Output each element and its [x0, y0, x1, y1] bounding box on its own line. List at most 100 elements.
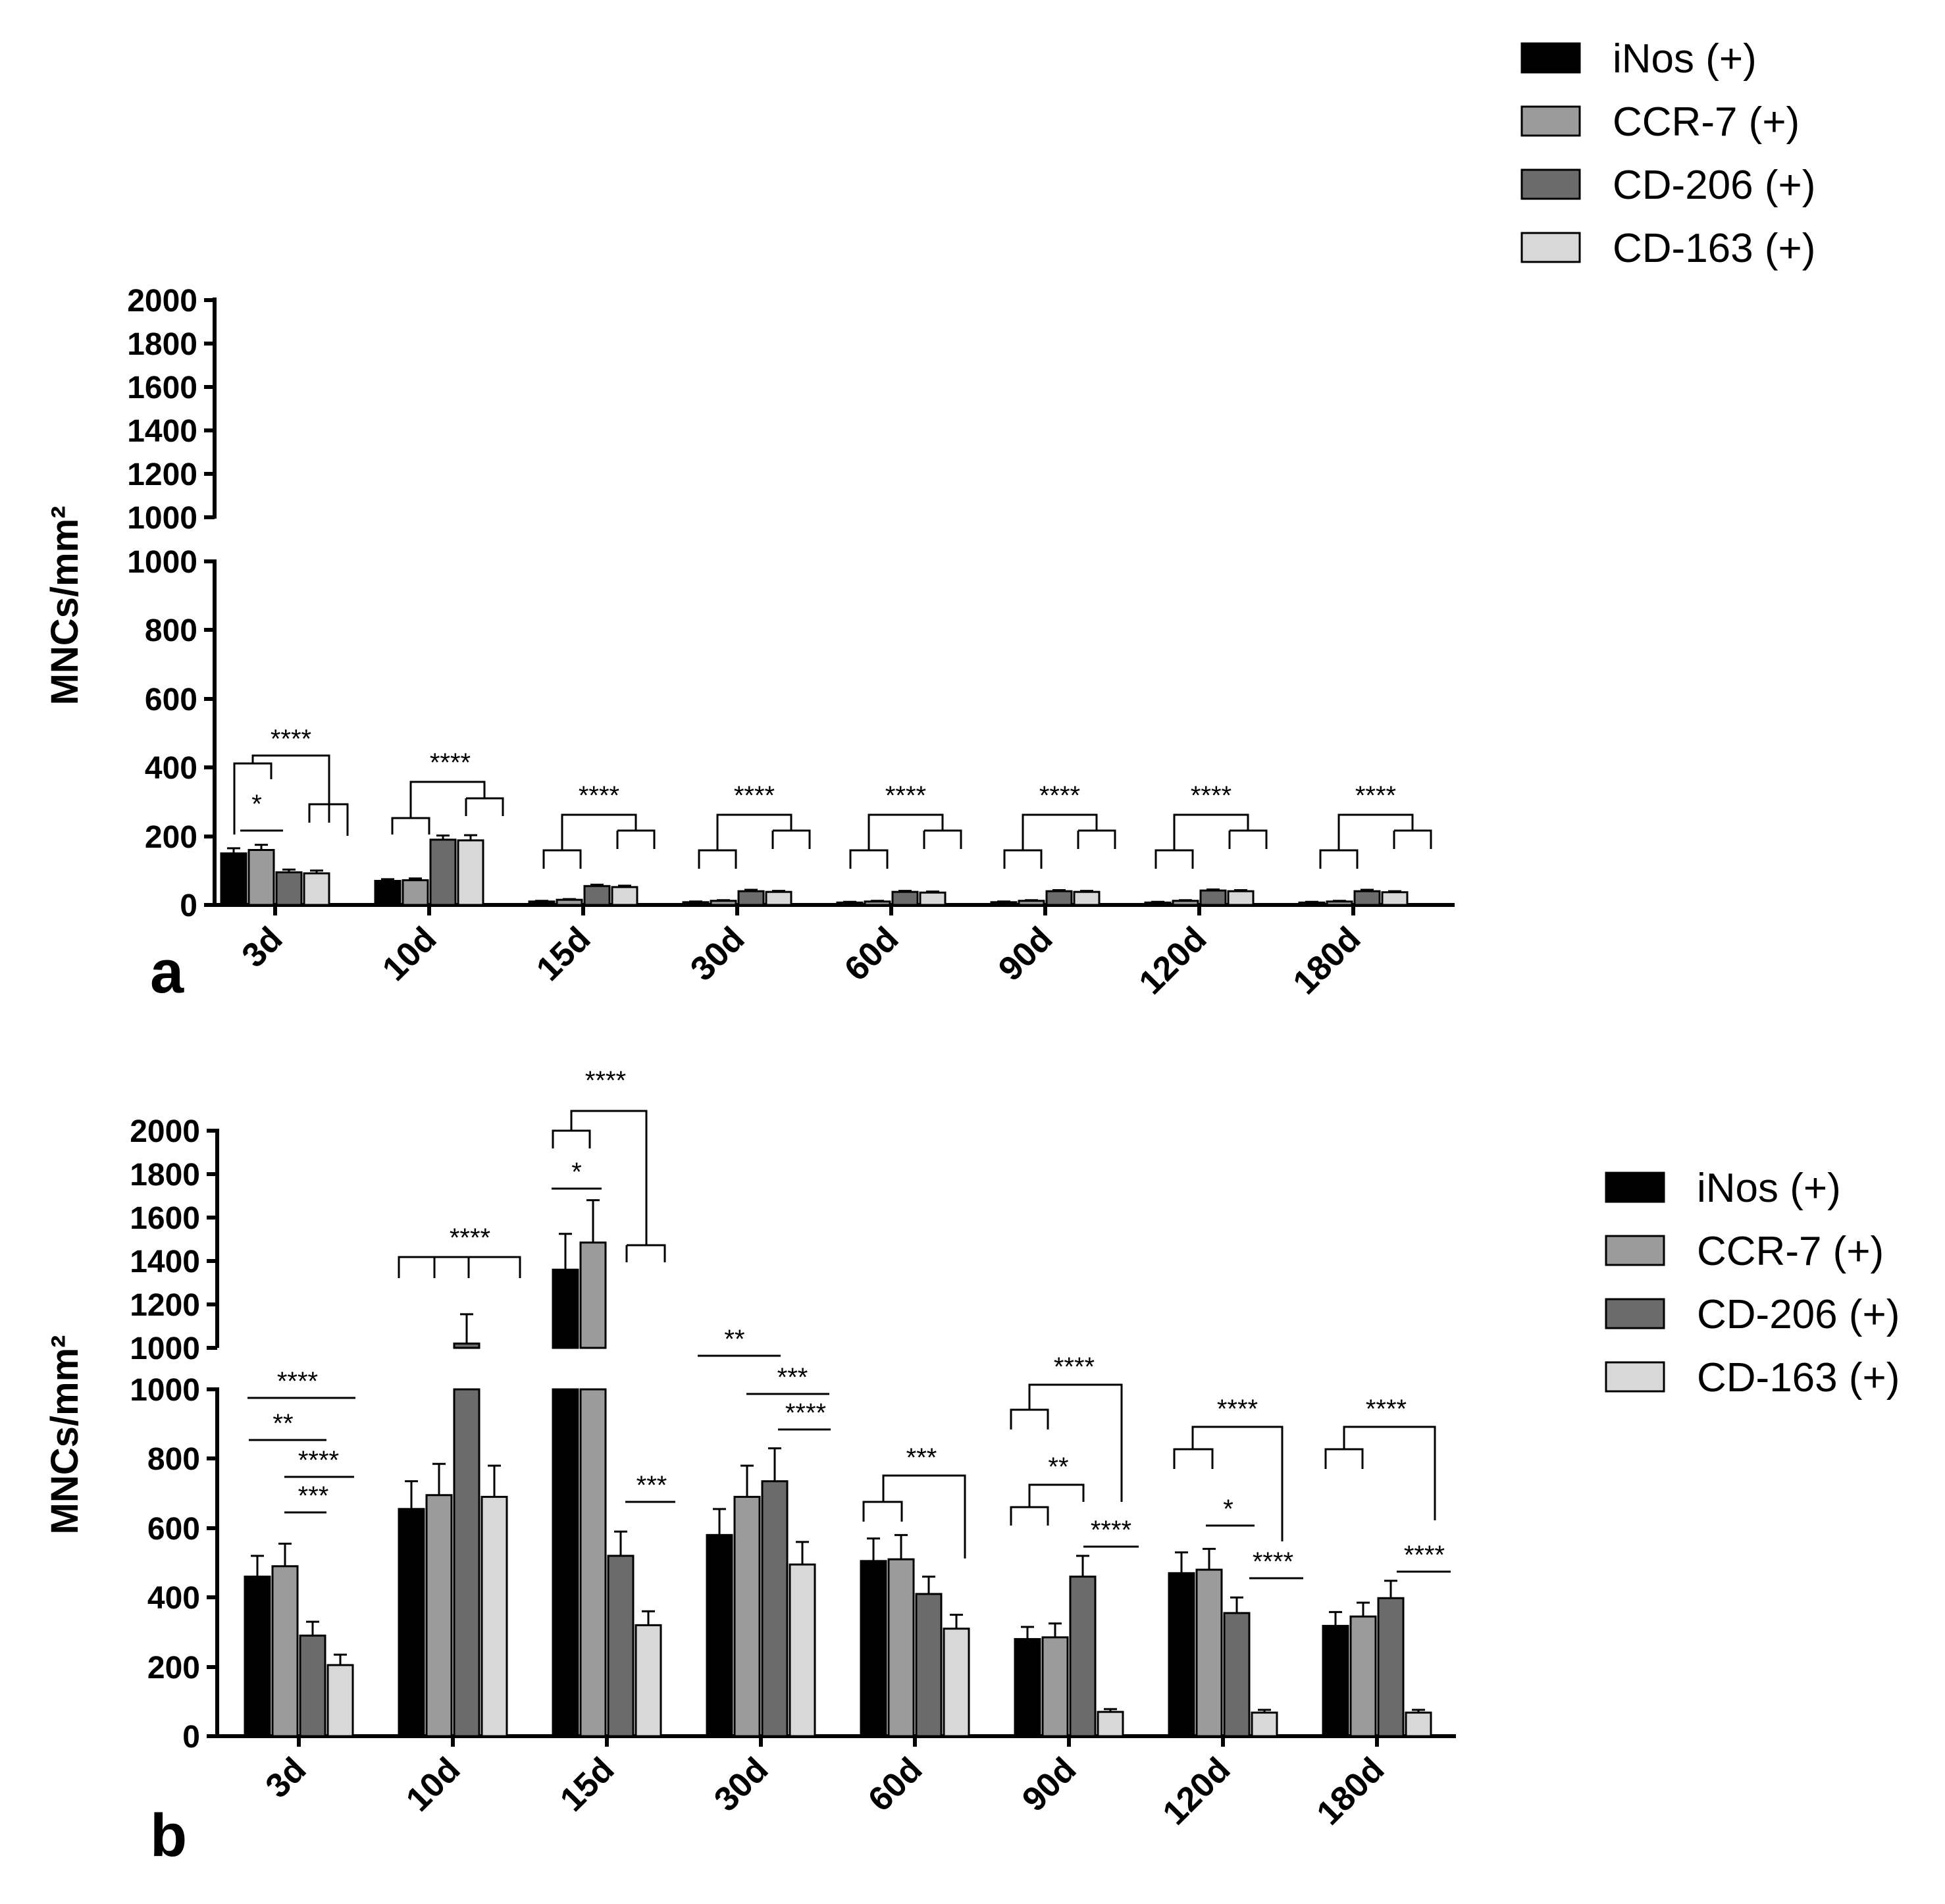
legend-b-label-inos: iNos (+) [1697, 1166, 1841, 1211]
errorbar-a-90d-cd163 [1080, 890, 1093, 892]
a-sig-15d: **** [579, 781, 619, 810]
bar-a-120d-ccr7 [1172, 900, 1199, 906]
errorbar-a-30d-ccr7 [717, 899, 730, 902]
bar-b-120d-inos [1168, 1572, 1195, 1737]
errorbar-b-30d-ccr7 [740, 1464, 754, 1497]
b-sig-3d-1: **** [277, 1367, 318, 1396]
bar-b-30d-ccr7 [733, 1495, 761, 1737]
b-sig-15d-1: **** [585, 1066, 626, 1095]
a-sig-3d-1: **** [271, 725, 311, 754]
bar-a-3d-cd206 [275, 871, 303, 906]
errorbar-a-120d-cd206 [1206, 888, 1220, 891]
errorbar-a-10d-cd206 [436, 835, 450, 840]
xtick-label-a-3d: 3d [235, 919, 290, 975]
errorbar-b-120d-ccr7 [1203, 1547, 1216, 1570]
b-sig-120d-2: * [1223, 1495, 1233, 1524]
errorbar-b-3d-ccr7 [278, 1543, 292, 1566]
b-ytick-1400: 1400 [130, 1245, 200, 1279]
bar-a-180d-cd206 [1353, 890, 1381, 906]
bar-b-15d-cd163 [635, 1624, 662, 1737]
errorbar-b-120d-cd206 [1230, 1596, 1243, 1613]
bar-b-120d-ccr7 [1195, 1568, 1223, 1737]
errorbar-a-15d-cd163 [618, 885, 631, 887]
panel-label-b: b [150, 1802, 187, 1869]
bar-a-30d-cd163 [765, 890, 792, 906]
b-sig-3d-4: *** [298, 1481, 329, 1510]
panel-a-bars [220, 834, 1409, 906]
errorbar-a-90d-cd206 [1052, 889, 1066, 892]
xtick-label-a-30d: 30d [683, 919, 752, 988]
errorbar-a-15d-cd206 [590, 883, 604, 887]
errorbar-b-90d-cd163 [1104, 1708, 1117, 1712]
errorbar-a-120d-ccr7 [1179, 899, 1192, 902]
bar-b-10d-cd163 [480, 1495, 508, 1737]
bar-b-3d-inos [244, 1576, 271, 1737]
b-sig-30d-1: ** [724, 1325, 744, 1354]
errorbar-b-180d-ccr7 [1357, 1601, 1370, 1617]
bar-b-90d-inos [1014, 1637, 1041, 1737]
b-ytick-1200: 1200 [130, 1288, 200, 1323]
errorbar-b-60d-cd206 [922, 1576, 935, 1594]
errorbar-a-180d-cd206 [1361, 888, 1374, 892]
bar-b-30d-cd163 [789, 1563, 816, 1737]
errorbar-b-10d-inos [405, 1480, 418, 1509]
b-ytick-1000-lower: 1000 [130, 1373, 200, 1408]
errorbar-a-3d-inos [227, 847, 240, 854]
bar-a-30d-ccr7 [710, 900, 737, 906]
legend-b-label-ccr7: CCR-7 (+) [1697, 1229, 1884, 1274]
bar-b-3d-cd206 [299, 1634, 326, 1737]
bar-b-180d-cd163 [1405, 1711, 1432, 1737]
errorbar-b-3d-inos [251, 1555, 264, 1577]
bar-a-120d-inos [1144, 901, 1172, 906]
bar-b-180d-ccr7 [1349, 1615, 1377, 1737]
legend-a-swatch-cd163 [1520, 232, 1581, 263]
errorbar-a-10d-ccr7 [409, 877, 422, 881]
errorbar-b-10d-cd206 [460, 1313, 473, 1344]
b-ytick-600: 600 [147, 1512, 200, 1547]
bar-a-3d-cd163 [303, 872, 330, 906]
xtick-label-a-120d: 120d [1132, 919, 1214, 1002]
bar-b-60d-inos [860, 1560, 887, 1737]
b-ytick-200: 200 [147, 1651, 200, 1685]
errorbar-a-10d-cd163 [464, 834, 477, 840]
a-sig-3d-2: * [251, 790, 262, 819]
b-sig-3d-3: **** [298, 1446, 339, 1475]
bar-a-180d-cd163 [1381, 891, 1409, 906]
bar-a-30d-inos [682, 901, 710, 906]
bar-b-10d-cd206 [453, 1388, 480, 1737]
b-sig-120d-1: **** [1217, 1395, 1258, 1424]
bar-b-90d-ccr7 [1041, 1636, 1069, 1737]
bar-upper-b-10d-cd206 [453, 1342, 480, 1349]
b-ytick-1600: 1600 [130, 1201, 200, 1236]
bar-upper-b-15d-inos [552, 1268, 579, 1349]
a-ytick-1200: 1200 [127, 457, 197, 492]
b-sig-3d-2: ** [272, 1409, 293, 1438]
legend-a: iNos (+) CCR-7 (+) CD-206 (+) CD-163 (+) [1520, 36, 1815, 271]
a-sig-90d: **** [1039, 781, 1080, 810]
xtick-label-a-180d: 180d [1286, 919, 1368, 1002]
errorbar-b-60d-ccr7 [895, 1533, 908, 1560]
bar-b-3d-cd163 [326, 1664, 354, 1737]
errorbar-b-90d-ccr7 [1049, 1622, 1062, 1637]
a-ylabel: MNCs/mm² [43, 506, 86, 706]
a-sig-120d: **** [1191, 781, 1232, 810]
bar-b-120d-cd206 [1223, 1612, 1251, 1737]
b-sig-30d-2: *** [777, 1363, 808, 1392]
bar-b-60d-cd163 [943, 1628, 970, 1737]
b-ylabel: MNCs/mm² [43, 1335, 86, 1535]
legend-a-label-cd206: CD-206 (+) [1613, 163, 1815, 208]
errorbar-a-30d-cd206 [744, 888, 758, 892]
bar-a-30d-cd206 [737, 890, 765, 906]
bar-b-10d-inos [398, 1508, 425, 1737]
panel-b-significance: **** ** **** *** **** **** * *** ** *** … [247, 1066, 1451, 1580]
xtick-label-b-120d: 120d [1156, 1750, 1238, 1832]
bar-a-3d-ccr7 [247, 848, 275, 906]
xtick-label-b-10d: 10d [399, 1750, 467, 1818]
a-sig-30d: **** [734, 781, 775, 810]
bar-b-30d-inos [706, 1533, 733, 1737]
bar-a-90d-inos [990, 901, 1018, 906]
errorbar-a-10d-inos [381, 878, 394, 881]
bar-a-60d-inos [836, 901, 864, 906]
bar-a-10d-ccr7 [402, 879, 429, 906]
